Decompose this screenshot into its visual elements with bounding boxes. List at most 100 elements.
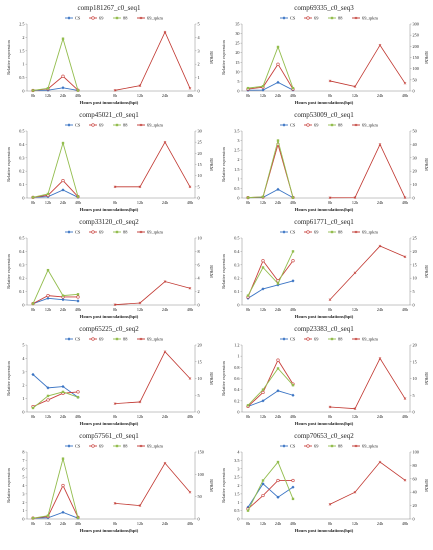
chart-panel: comp23383_c0_seq1 CS 69 88 69_rpkm 0 0.2 0.4 0.6… xyxy=(218,323,430,429)
y-tick-label: 3 xyxy=(237,138,239,143)
y-tick-label: 0.4 xyxy=(19,142,25,147)
chart-svg: comp61771_c0_seq1 CS 69 88 69_rpkm 0 0.1 0.2 0.3… xyxy=(221,218,429,319)
cs-marker xyxy=(261,88,265,92)
legend-item: 69_rpkm xyxy=(352,444,378,449)
rpkm-marker xyxy=(139,16,143,20)
y-tick-label: 0.5 xyxy=(19,129,24,134)
y2-axis-title: RPKM xyxy=(424,372,429,385)
y2-tick-label: 5 xyxy=(413,393,415,398)
y2-tick-label: 0 xyxy=(413,196,415,201)
series-line xyxy=(32,511,79,519)
x-tick-label: 0h xyxy=(328,93,333,98)
series-line xyxy=(247,367,294,406)
y2-tick-label: 5 xyxy=(198,22,200,27)
legend-item: 88 xyxy=(328,230,343,235)
series-88-marker xyxy=(115,337,119,341)
series-69_rpkm xyxy=(328,43,407,88)
y2-tick-label: 5 xyxy=(198,393,200,398)
y-tick-label: 0.3 xyxy=(19,155,24,160)
rpkm-marker xyxy=(354,337,358,341)
series-88 xyxy=(31,268,80,305)
rpkm-marker xyxy=(163,461,167,465)
rpkm-marker xyxy=(403,196,407,199)
y2-axis-title: RPKM xyxy=(424,158,429,171)
chart-title: comp181267_c0_seq1 xyxy=(78,4,141,12)
y-tick-label: 0.5 xyxy=(234,186,239,191)
series-69_rpkm xyxy=(113,461,192,507)
rpkm-marker xyxy=(139,337,143,341)
series-88-marker xyxy=(261,479,265,482)
legend-item: CS xyxy=(280,444,296,449)
legend-label: 88 xyxy=(338,337,343,342)
x-tick-label: 12h xyxy=(260,521,267,526)
x-tick-label: 48h xyxy=(187,307,194,312)
y-axis-title: Relative expression xyxy=(6,39,11,74)
cs-marker xyxy=(76,299,80,303)
series-line xyxy=(114,351,191,405)
y-tick-label: 5 xyxy=(22,343,24,348)
cs-marker xyxy=(61,86,65,90)
y2-tick-label: 5 xyxy=(413,289,415,294)
legend-label: 69_rpkm xyxy=(362,444,378,449)
x-tick-label: 0h xyxy=(246,414,251,419)
series-88-marker xyxy=(276,45,280,49)
y-tick-label: 3.5 xyxy=(234,129,239,134)
y2-tick-label: 10 xyxy=(413,376,417,381)
legend-label: 88 xyxy=(123,444,128,449)
cs-marker xyxy=(67,337,71,341)
chart-panel: comp45021_c0_seq1 CS 69 88 69_rpkm 0 0.1 0.2 0.3… xyxy=(3,109,215,215)
legend-label: CS xyxy=(290,230,296,235)
y-tick-label: 0 xyxy=(237,410,239,415)
y-tick-label: 3 xyxy=(237,466,239,471)
legend-label: CS xyxy=(75,16,81,21)
y-tick-label: 0.5 xyxy=(19,75,24,80)
y2-tick-label: 0 xyxy=(198,410,200,415)
rpkm-marker xyxy=(113,402,117,405)
y2-axis-title: RPKM xyxy=(209,51,214,64)
legend-label: 69_rpkm xyxy=(362,337,378,342)
legend-item: 69 xyxy=(89,230,104,235)
series-88-marker xyxy=(291,250,295,253)
series-line xyxy=(247,188,294,199)
series-88-marker xyxy=(76,396,80,399)
legend-item: 88 xyxy=(328,444,343,449)
y2-tick-label: 25 xyxy=(413,236,417,241)
x-tick-label: 12h xyxy=(260,414,267,419)
y-tick-label: 4 xyxy=(22,356,25,361)
legend-item: 69 xyxy=(304,123,319,128)
y-axis-title: Relative expression xyxy=(221,39,226,74)
cs-marker xyxy=(67,230,71,234)
y-tick-label: 10 xyxy=(235,69,239,74)
x-tick-label: 0h xyxy=(31,93,36,98)
x-tick-label: 0h xyxy=(246,93,251,98)
series-line xyxy=(247,45,294,89)
y2-axis-title: RPKM xyxy=(424,265,429,278)
series-line xyxy=(247,359,294,407)
y-axis-title: Relative expression xyxy=(6,360,11,395)
legend-item: CS xyxy=(65,444,81,449)
y2-tick-label: 30 xyxy=(198,129,202,134)
y-tick-label: 15 xyxy=(235,60,239,65)
y2-tick-label: 6 xyxy=(198,262,200,267)
series-88-marker xyxy=(31,406,35,410)
x-tick-label: 0h xyxy=(246,307,251,312)
series-69_rpkm xyxy=(113,140,192,189)
series-88-marker xyxy=(291,196,295,199)
y2-tick-label: 60 xyxy=(413,476,417,481)
legend-item: 69_rpkm xyxy=(352,230,378,235)
y-tick-label: 0.5 xyxy=(234,236,239,241)
chart-title: comp65225_c0_seq2 xyxy=(79,325,139,333)
cs-marker xyxy=(276,389,280,393)
x-tick-label: 0h xyxy=(113,307,118,312)
series-88 xyxy=(246,460,295,512)
rpkm-marker xyxy=(138,504,142,507)
series-88-marker xyxy=(291,384,295,387)
x-tick-label: 12h xyxy=(137,307,144,312)
legend-item: 88 xyxy=(113,230,128,235)
legend-item: 69_rpkm xyxy=(137,230,163,235)
y-tick-label: 2.5 xyxy=(234,148,239,153)
series-69-marker xyxy=(61,483,65,488)
rpkm-marker xyxy=(188,377,192,380)
series-69 xyxy=(246,142,295,200)
